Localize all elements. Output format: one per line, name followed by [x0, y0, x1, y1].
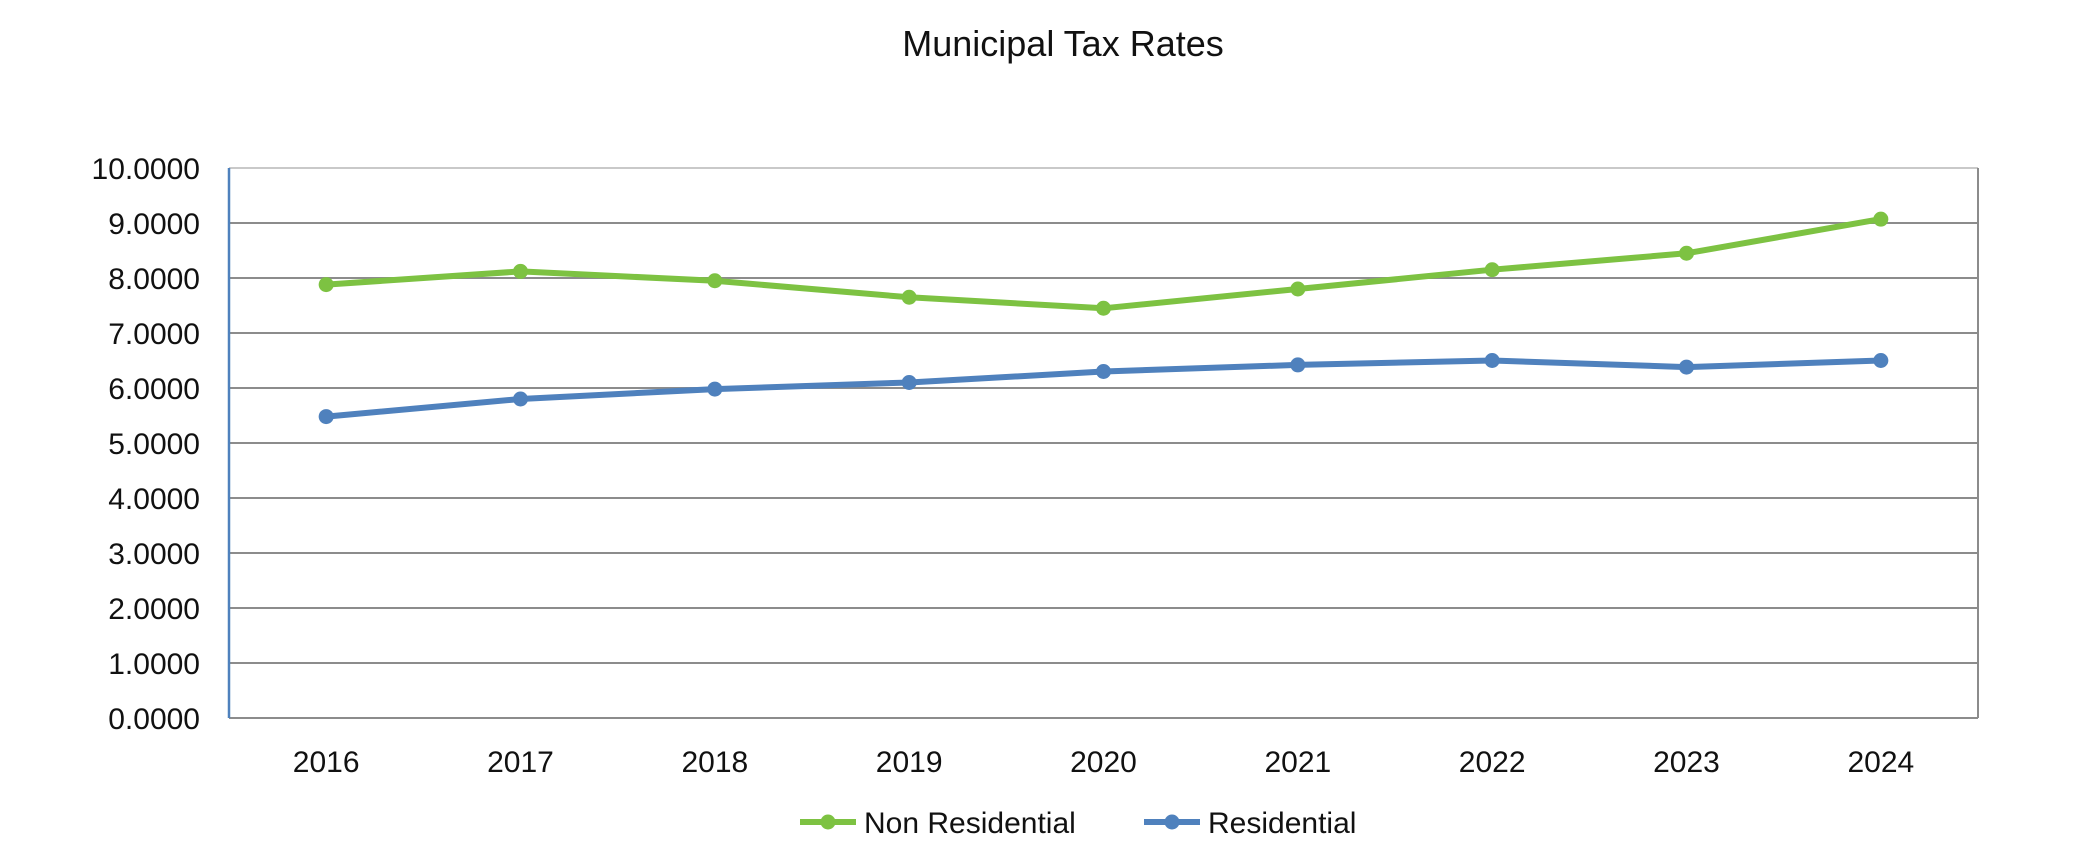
data-point — [1290, 281, 1306, 297]
data-point — [1679, 359, 1694, 375]
y-tick-label: 4.0000 — [108, 483, 200, 516]
data-point — [1873, 353, 1889, 368]
y-tick-label: 0.0000 — [108, 703, 200, 736]
chart-title: Municipal Tax Rates — [902, 23, 1224, 64]
data-point — [1484, 353, 1500, 368]
legend-item-non-residential: Non Residential — [800, 807, 1076, 840]
y-tick-label: 10.0000 — [92, 153, 200, 186]
data-point — [318, 277, 334, 293]
series-non-residential — [318, 211, 1889, 316]
y-tick-label: 2.0000 — [108, 593, 200, 626]
legend: Non Residential Residential — [800, 807, 1356, 840]
data-point — [1679, 245, 1694, 261]
data-point — [513, 391, 528, 407]
data-point — [707, 381, 723, 397]
y-tick-label: 6.0000 — [108, 373, 200, 406]
x-tick-label: 2024 — [1847, 746, 1914, 779]
data-point — [1484, 262, 1500, 278]
data-point — [1873, 211, 1889, 227]
x-tick-label: 2021 — [1264, 746, 1331, 779]
series-layer — [318, 211, 1889, 425]
y-tick-label: 5.0000 — [108, 428, 200, 461]
legend-item-residential: Residential — [1144, 807, 1356, 840]
y-tick-label: 3.0000 — [108, 538, 200, 571]
y-tick-label: 7.0000 — [108, 318, 200, 351]
data-point — [901, 375, 917, 390]
data-point — [513, 263, 528, 279]
y-tick-label: 9.0000 — [108, 208, 200, 241]
legend-swatch-marker — [1164, 814, 1180, 830]
data-point — [318, 409, 334, 425]
axis-layer: 0.0000 1.0000 2.0000 3.0000 4.0000 5.0000 6.00… — [92, 153, 1979, 779]
data-point — [1096, 364, 1111, 379]
data-point — [1096, 300, 1111, 316]
series-line-non-residential — [323, 216, 1884, 312]
data-point — [901, 289, 917, 305]
x-tick-label: 2023 — [1653, 746, 1720, 779]
x-tick-label: 2020 — [1070, 746, 1137, 779]
data-point — [1290, 357, 1306, 373]
x-tick-label: 2022 — [1459, 746, 1526, 779]
x-tick-label: 2017 — [487, 746, 554, 779]
legend-label: Non Residential — [864, 807, 1076, 840]
y-tick-label: 8.0000 — [108, 263, 200, 296]
x-tick-label: 2018 — [681, 746, 748, 779]
x-tick-label: 2019 — [876, 746, 943, 779]
legend-label: Residential — [1208, 807, 1356, 840]
series-residential — [318, 353, 1889, 425]
grid-layer — [229, 167, 1978, 664]
data-point — [707, 273, 723, 289]
x-tick-label: 2016 — [293, 746, 360, 779]
legend-swatch-marker — [820, 814, 836, 830]
y-tick-label: 1.0000 — [108, 648, 200, 681]
